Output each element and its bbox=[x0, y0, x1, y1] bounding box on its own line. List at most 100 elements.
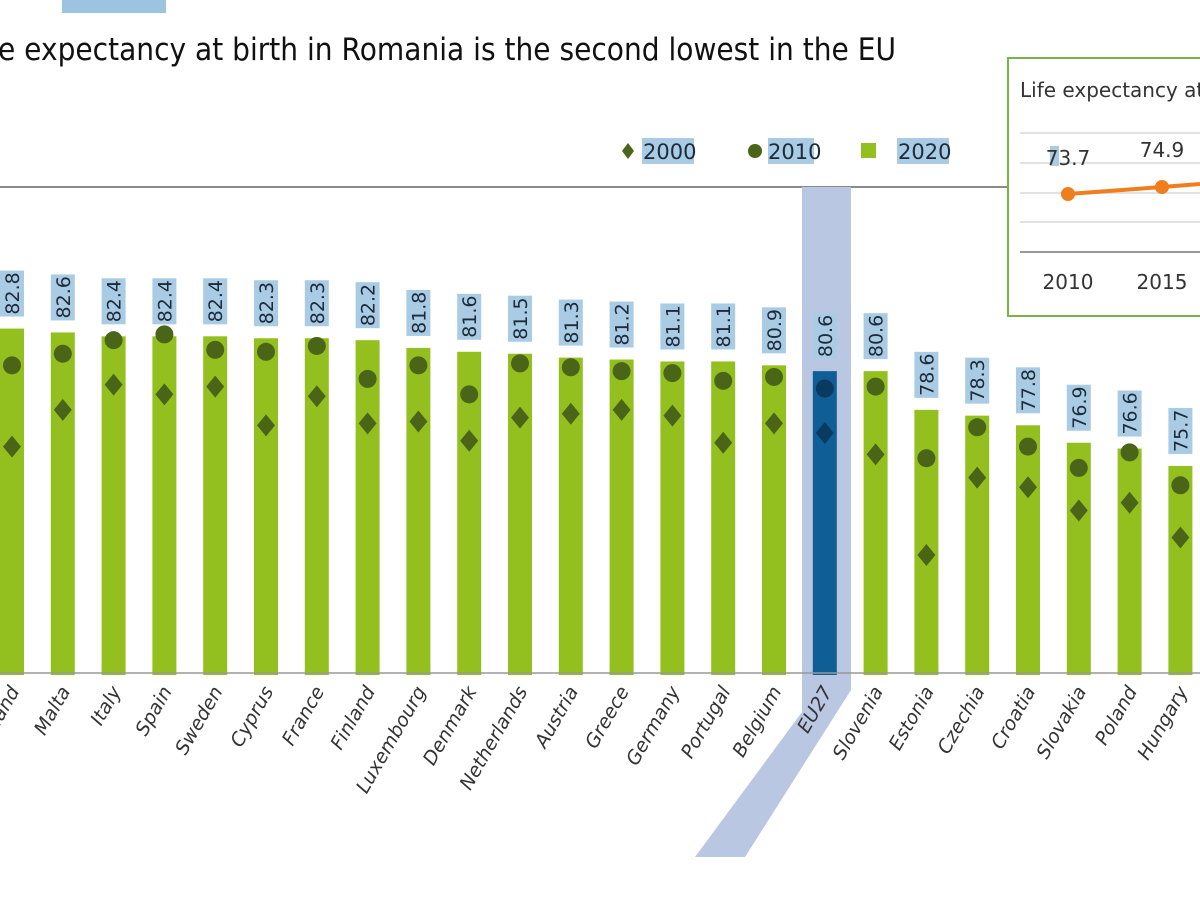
category-label-poland: Poland bbox=[1091, 682, 1143, 749]
value-label-bg bbox=[711, 303, 736, 350]
category-label-italy: Italy bbox=[86, 682, 126, 729]
category-label-spain: Spain bbox=[131, 683, 177, 740]
value-label-bg bbox=[762, 307, 786, 354]
value-label-text: 78.3 bbox=[967, 359, 989, 401]
marker-2010-spain bbox=[155, 325, 174, 344]
value-label-bg bbox=[1066, 384, 1091, 431]
category-label-slovakia: Slovakia bbox=[1032, 683, 1091, 763]
value-label-cyprus: 82.3 bbox=[254, 280, 278, 327]
category-label-austria: Austria bbox=[530, 683, 584, 754]
value-label-czechia: 78.3 bbox=[965, 357, 990, 404]
value-label-text: 81.8 bbox=[408, 292, 430, 334]
inset-x-2015: 2015 bbox=[1137, 270, 1188, 294]
bar-2020-netherlands bbox=[508, 353, 532, 673]
marker-2010-malta bbox=[53, 344, 72, 363]
marker-2000-netherlands bbox=[511, 406, 529, 429]
value-label-bg bbox=[1016, 367, 1040, 414]
value-label-text: 80.6 bbox=[866, 315, 888, 357]
marker-2000-austria bbox=[561, 402, 580, 425]
value-label-text: 82.4 bbox=[104, 280, 126, 322]
legend-bg-2010 bbox=[768, 138, 814, 164]
value-label-text: 82.4 bbox=[154, 280, 176, 322]
bar-2020-croatia bbox=[1016, 425, 1040, 673]
legend-2020: 2020 bbox=[898, 140, 951, 164]
value-label-netherlands: 81.5 bbox=[508, 295, 532, 342]
value-label-finland: 82.2 bbox=[355, 282, 380, 329]
marker-2000-slovakia bbox=[1069, 499, 1088, 522]
value-label-malta: 82.6 bbox=[50, 274, 75, 321]
category-label-ireland: Ireland bbox=[0, 682, 25, 751]
value-label-croatia: 77.8 bbox=[1016, 367, 1040, 414]
marker-2000-denmark bbox=[460, 429, 479, 452]
value-label-text: 82.3 bbox=[256, 282, 278, 324]
bar-2020-czechia bbox=[965, 415, 990, 673]
bar-2020-malta bbox=[50, 332, 75, 673]
value-label-text: 81.6 bbox=[459, 295, 481, 337]
value-label-bg bbox=[609, 301, 634, 348]
value-label-text: 78.6 bbox=[916, 354, 938, 396]
value-label-bg bbox=[254, 280, 278, 327]
chart-title: e expectancy at birth in Romania is the … bbox=[0, 32, 896, 68]
value-label-poland: 76.6 bbox=[1117, 390, 1142, 437]
value-label-bg bbox=[0, 270, 24, 317]
bar-2020-portugal bbox=[711, 361, 736, 673]
legend-bg-2000 bbox=[642, 138, 694, 164]
marker-2000-italy bbox=[104, 373, 123, 396]
value-label-text: 75.7 bbox=[1170, 410, 1192, 452]
value-label-text: 76.6 bbox=[1120, 392, 1142, 434]
value-label-bg bbox=[152, 278, 177, 325]
marker-2010-luxembourg bbox=[409, 356, 428, 375]
value-label-text: 82.6 bbox=[53, 276, 75, 318]
bar-2020-slovakia bbox=[1066, 442, 1091, 673]
value-label-bg bbox=[558, 299, 583, 346]
value-label-bg bbox=[914, 351, 939, 398]
value-label-slovakia: 76.9 bbox=[1066, 384, 1091, 431]
value-label-estonia: 78.6 bbox=[914, 351, 939, 398]
category-label-croatia: Croatia bbox=[987, 683, 1040, 754]
value-label-greece: 81.2 bbox=[609, 301, 634, 348]
value-label-text: 76.9 bbox=[1069, 386, 1091, 428]
bar-2020-denmark bbox=[457, 351, 482, 673]
marker-2010-austria bbox=[561, 358, 580, 377]
value-label-text: 82.2 bbox=[358, 284, 380, 326]
legend-2010: 2010 bbox=[768, 140, 821, 164]
marker-2010-sweden bbox=[206, 340, 225, 359]
value-label-austria: 81.3 bbox=[558, 299, 583, 346]
legend-2000: 2000 bbox=[643, 140, 696, 164]
value-label-text: 81.5 bbox=[510, 297, 532, 339]
value-label-bg bbox=[508, 295, 532, 342]
marker-2010-slovenia bbox=[866, 377, 885, 396]
marker-2000-france bbox=[307, 385, 326, 408]
category-label-czechia: Czechia bbox=[933, 683, 989, 758]
value-label-bg bbox=[660, 303, 685, 350]
value-label-germany: 81.1 bbox=[660, 303, 685, 350]
value-label-sweden: 82.4 bbox=[203, 278, 228, 325]
value-label-text: 80.6 bbox=[815, 315, 837, 357]
header-tab-marker bbox=[62, 0, 166, 13]
value-label-bg bbox=[863, 313, 888, 360]
value-label-bg bbox=[203, 278, 228, 325]
marker-2010-estonia bbox=[917, 449, 936, 468]
inset-chart: Life expectancy at b 73.7 74.9 2010 2015 bbox=[1007, 57, 1200, 317]
bar-2020-eu27 bbox=[812, 371, 837, 673]
bar-2020-cyprus bbox=[254, 338, 278, 673]
value-label-belgium: 80.9 bbox=[762, 307, 786, 354]
marker-2010-belgium bbox=[765, 367, 783, 386]
marker-2010-netherlands bbox=[511, 354, 529, 373]
value-label-bg bbox=[812, 313, 837, 360]
marker-2000-ireland bbox=[3, 435, 21, 458]
inset-title: Life expectancy at b bbox=[1020, 78, 1200, 102]
value-label-bg bbox=[1117, 390, 1142, 437]
inset-label-highlight bbox=[1050, 146, 1059, 166]
value-label-text: 81.3 bbox=[561, 301, 583, 343]
marker-2000-cyprus bbox=[257, 414, 275, 437]
bar-2020-ireland bbox=[0, 328, 24, 673]
marker-2010-greece bbox=[612, 362, 631, 381]
category-label-cyprus: Cyprus bbox=[226, 682, 278, 751]
value-label-ireland: 82.8 bbox=[0, 270, 24, 317]
marker-2000-hungary bbox=[1171, 526, 1190, 549]
category-label-finland: Finland bbox=[326, 682, 380, 754]
legend: 2000 2010 2020 bbox=[622, 138, 951, 164]
marker-2000-sweden bbox=[206, 375, 225, 398]
